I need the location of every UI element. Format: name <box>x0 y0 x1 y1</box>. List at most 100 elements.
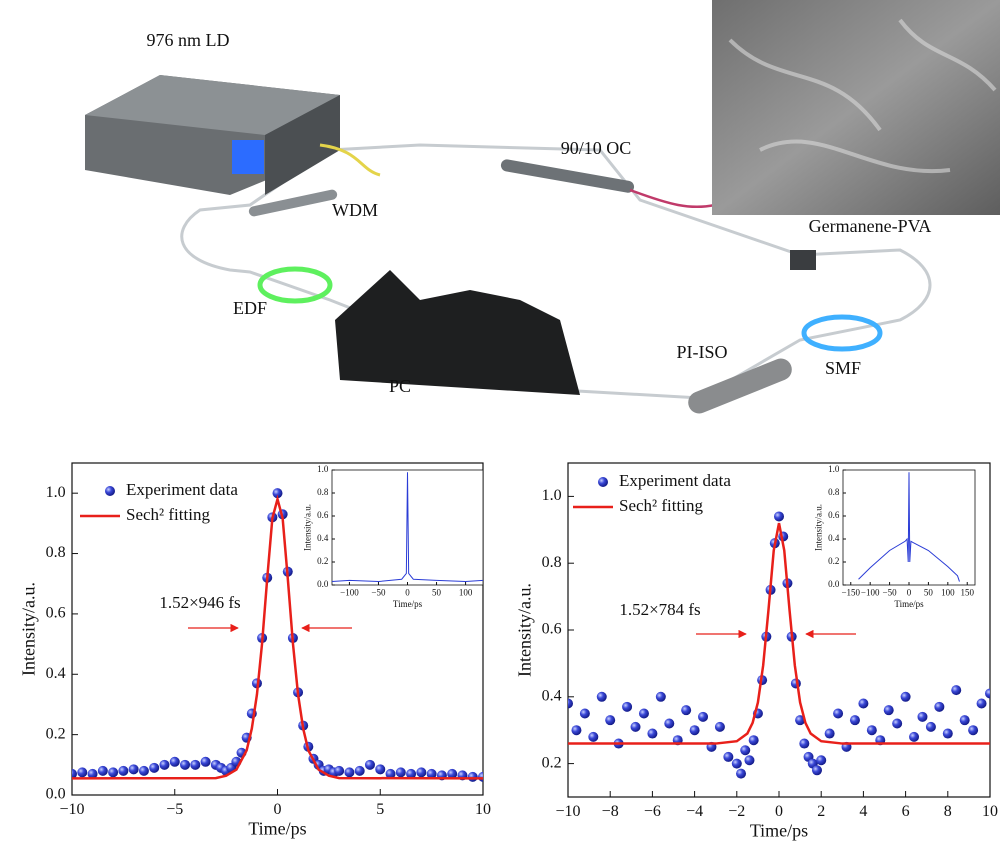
data-point <box>959 715 970 726</box>
legend-label: Sech² fitting <box>126 505 210 524</box>
x-tick-label: 150 <box>960 588 974 598</box>
sem-texture <box>728 18 997 174</box>
y-axis-label: Intensity/a.u. <box>303 504 313 551</box>
y-tick-label: 0.2 <box>46 725 66 742</box>
output-fiber <box>629 188 716 209</box>
x-tick-label: 100 <box>459 588 473 598</box>
y-tick-label: 0.8 <box>542 554 562 571</box>
data-point <box>568 698 573 709</box>
wdm <box>248 189 338 217</box>
y-tick-label: 0.8 <box>46 544 66 561</box>
x-tick-label: 50 <box>924 588 934 598</box>
data-point <box>951 685 962 696</box>
data-point <box>744 755 755 766</box>
data-point <box>934 701 945 712</box>
data-point <box>180 759 191 770</box>
x-tick-label: −2 <box>728 803 745 820</box>
y-tick-label: 1.0 <box>317 464 329 474</box>
data-point <box>976 698 987 709</box>
data-point <box>571 725 582 736</box>
component-label: 90/10 OC <box>561 138 632 158</box>
component-label: SMF <box>825 358 861 378</box>
pump-fiber <box>319 143 381 177</box>
data-point <box>596 691 607 702</box>
data-point <box>272 488 283 499</box>
x-tick-label: −150 <box>841 588 860 598</box>
x-tick-label: −4 <box>686 803 703 820</box>
data-point <box>97 765 108 776</box>
annotation: 1.52×946 fs <box>159 593 240 612</box>
data-point <box>579 708 590 719</box>
data-point <box>467 771 478 782</box>
data-point <box>447 768 458 779</box>
x-axis-label: Time/ps <box>894 599 924 609</box>
data-point <box>698 711 709 722</box>
coupler <box>500 159 635 193</box>
data-point <box>159 759 170 770</box>
y-tick-label: 0.0 <box>828 579 840 589</box>
data-point <box>917 711 928 722</box>
data-point <box>375 764 386 775</box>
x-tick-label: 0 <box>775 803 783 820</box>
data-point <box>909 731 920 742</box>
inset-chart: −150 −100 −50 0 50 100 150 0.0 0.2 0.4 0.6 0.8 1.0 Ti… <box>814 464 976 609</box>
x-tick-label: −10 <box>555 803 580 820</box>
data-point <box>714 721 725 732</box>
data-point <box>795 715 806 726</box>
schematic: 976 nm LD WDM 90/10 OC Germanene-PVA EDF… <box>85 0 1000 414</box>
y-tick-label: 0.4 <box>46 665 66 682</box>
data-point <box>748 735 759 746</box>
y-tick-label: 0.4 <box>542 687 562 704</box>
data-point <box>108 767 119 778</box>
data-point <box>866 725 877 736</box>
component-label: Germanene-PVA <box>809 216 932 236</box>
laser-display <box>232 140 264 174</box>
legend-label: Sech² fitting <box>619 496 703 515</box>
data-line <box>568 522 990 745</box>
component-label: EDF <box>233 298 267 318</box>
component-label: PC <box>389 376 411 396</box>
y-tick-label: 0.0 <box>46 786 66 803</box>
data-point <box>364 759 375 770</box>
x-tick-label: −5 <box>166 801 183 818</box>
y-tick-label: 0.0 <box>317 579 329 589</box>
data-point <box>406 768 417 779</box>
plot-area <box>72 488 483 782</box>
data-point <box>416 767 427 778</box>
plot-area <box>568 511 990 779</box>
component-label: 976 nm LD <box>147 30 230 50</box>
y-tick-label: 1.0 <box>46 484 66 501</box>
y-axis-label: Intensity/a.u. <box>515 583 535 677</box>
data-point <box>149 762 160 773</box>
component-label: WDM <box>332 200 378 220</box>
data-point <box>622 701 633 712</box>
data-point <box>925 721 936 732</box>
data-point <box>118 765 129 776</box>
polarization-controller <box>335 270 580 395</box>
data-point <box>77 767 88 778</box>
data-line <box>72 494 483 780</box>
data-point <box>138 765 149 776</box>
data-point <box>811 765 822 776</box>
sa-connector <box>790 250 816 270</box>
x-tick-label: 100 <box>941 588 955 598</box>
legend-marker <box>598 477 608 487</box>
legend-label: Experiment data <box>126 480 238 499</box>
data-point <box>774 511 784 522</box>
x-tick-label: 4 <box>859 803 867 820</box>
edf-coil <box>257 266 333 304</box>
x-tick-label: 0 <box>907 588 912 598</box>
x-tick-label: 0 <box>274 801 282 818</box>
data-point <box>190 759 201 770</box>
data-point <box>833 708 844 719</box>
y-axis-label: Intensity/a.u. <box>19 582 39 676</box>
component-label: PI-ISO <box>676 342 727 362</box>
x-tick-label: −6 <box>644 803 661 820</box>
x-tick-label: 6 <box>902 803 910 820</box>
data-point <box>169 756 180 767</box>
data-point <box>824 728 835 739</box>
data-point <box>128 764 139 775</box>
y-tick-label: 0.6 <box>46 605 66 622</box>
data-point <box>968 725 979 736</box>
